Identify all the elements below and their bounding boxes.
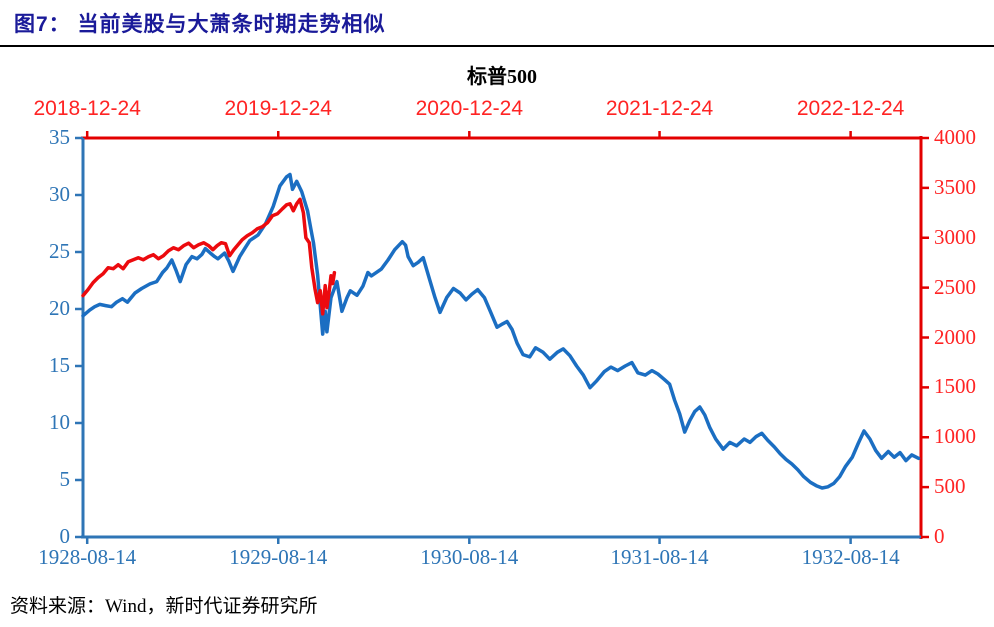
right-axis-tick-label: 4000 (934, 125, 976, 149)
right-axis-tick-label: 1500 (934, 374, 976, 399)
left-axis-tick-label: 20 (49, 296, 70, 320)
left-axis-tick-label: 30 (49, 182, 70, 206)
figure-title: 图7： 当前美股与大萧条时期走势相似 (14, 13, 386, 36)
top-axis-tick-label: 2019-12-24 (224, 97, 332, 120)
right-axis-tick-label: 3500 (934, 174, 976, 199)
right-axis-tick-label: 500 (934, 474, 966, 499)
top-axis-tick-label: 2018-12-24 (33, 97, 141, 120)
right-axis-tick-label: 0 (934, 524, 945, 548)
left-axis-tick-label: 0 (59, 524, 71, 548)
bottom-axis-tick-label: 1932-08-14 (801, 545, 900, 569)
right-axis-tick-label: 2000 (934, 324, 976, 349)
series-red-sp500-line (81, 197, 337, 316)
left-axis-tick-label: 15 (49, 353, 70, 377)
top-axis-tick-label: 2022-12-24 (796, 97, 905, 120)
right-axis-tick-label: 1000 (934, 424, 976, 449)
left-axis-tick-label: 25 (49, 239, 70, 263)
title-divider (0, 45, 994, 47)
chart-legend: 标普500 (467, 66, 537, 88)
source-note: 资料来源：Wind，新时代证券研究所 (10, 596, 318, 617)
series-blue-line (81, 172, 921, 490)
bottom-axis-tick-label: 1931-08-14 (610, 545, 709, 569)
bottom-axis-tick-label: 1930-08-14 (420, 545, 519, 569)
right-axis-tick-label: 2500 (934, 274, 976, 299)
left-axis-tick-label: 35 (49, 125, 70, 149)
top-axis-tick-label: 2021-12-24 (605, 97, 714, 120)
bottom-axis-tick-label: 1929-08-14 (229, 545, 328, 569)
top-axis-tick-label: 2020-12-24 (415, 97, 524, 120)
left-axis-tick-label: 5 (59, 467, 71, 491)
bottom-axis-tick-label: 1928-08-14 (38, 545, 137, 569)
right-axis-tick-label: 3000 (934, 224, 976, 249)
left-axis-tick-label: 10 (49, 410, 70, 434)
